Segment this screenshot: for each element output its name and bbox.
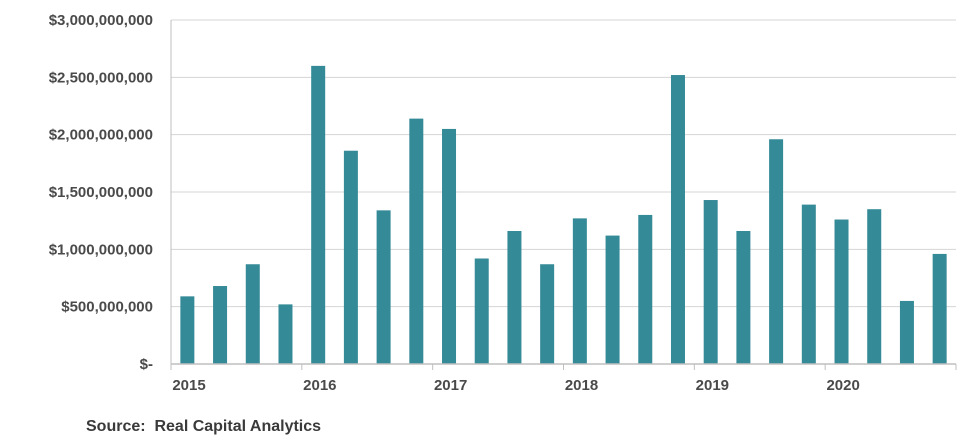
- y-tick-label: $2,000,000,000: [49, 127, 153, 144]
- bar: [638, 214, 653, 364]
- bar: [801, 204, 816, 364]
- bar: [867, 209, 882, 364]
- bar: [736, 230, 751, 364]
- bar: [442, 128, 457, 364]
- bar: [605, 235, 620, 364]
- bar: [311, 65, 326, 364]
- bar: [409, 118, 424, 364]
- bar: [899, 300, 914, 364]
- y-tick-label: $500,000,000: [61, 299, 153, 316]
- y-tick-label: $3,000,000,000: [49, 12, 153, 29]
- bar: [703, 200, 718, 364]
- source-note: Source: Real Capital Analytics: [86, 418, 322, 435]
- y-tick-label: $2,500,000,000: [49, 69, 153, 86]
- y-tick-label: $1,000,000,000: [49, 241, 153, 258]
- bar: [834, 219, 849, 364]
- bar: [343, 150, 358, 364]
- bar: [213, 286, 228, 364]
- bar: [245, 264, 260, 364]
- x-tick-label: 2017: [434, 377, 467, 394]
- x-tick-label: 2016: [303, 377, 336, 394]
- bar: [572, 218, 587, 364]
- x-tick-label: 2018: [565, 377, 598, 394]
- x-tick-label: 2019: [696, 377, 729, 394]
- bar: [474, 258, 489, 364]
- bar: [278, 304, 293, 364]
- x-tick-label: 2015: [172, 377, 205, 394]
- bar: [540, 264, 555, 364]
- bar: [180, 296, 195, 364]
- bar: [376, 210, 391, 364]
- bar: [932, 253, 947, 364]
- bar: [507, 230, 522, 364]
- bar: [769, 139, 784, 364]
- x-tick-label: 2020: [826, 377, 859, 394]
- y-tick-label: $-: [140, 356, 153, 373]
- bar: [670, 75, 685, 364]
- y-tick-label: $1,500,000,000: [49, 184, 153, 201]
